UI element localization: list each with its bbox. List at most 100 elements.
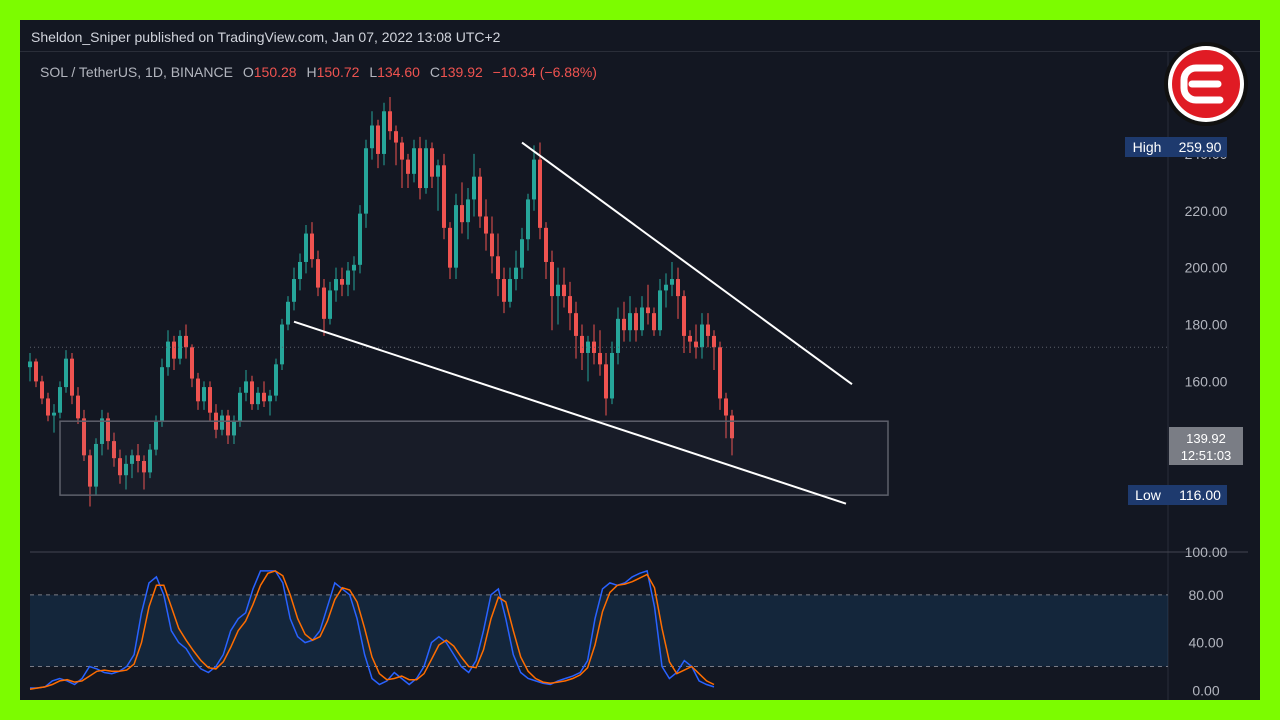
candle-body <box>580 335 584 353</box>
bar-countdown: 12:51:03 <box>1181 448 1232 463</box>
candle-body <box>544 227 548 262</box>
oscillator-axis[interactable]: 0.00 40.00 80.00 <box>1188 587 1223 699</box>
support-zone-box[interactable] <box>59 420 889 496</box>
candle-body <box>118 458 122 476</box>
candle-body <box>136 455 140 462</box>
trendline[interactable] <box>521 141 853 386</box>
candle-body <box>364 148 368 214</box>
candle-body <box>586 341 590 353</box>
low-badge-label: Low <box>1135 487 1162 503</box>
candle-body <box>436 165 440 177</box>
symbol-label[interactable]: SOL / TetherUS, 1D, BINANCE <box>40 64 233 80</box>
candle-body <box>670 279 674 285</box>
candle-body <box>424 148 428 189</box>
candle-body <box>310 233 314 260</box>
brand-logo <box>1164 42 1248 126</box>
candle-body <box>628 313 632 331</box>
candle-body <box>400 142 404 160</box>
candle-body <box>328 290 332 319</box>
candle-body <box>358 213 362 265</box>
candle-body <box>640 307 644 331</box>
candle-body <box>352 264 356 271</box>
price-tick-label: 220.00 <box>1185 203 1228 219</box>
price-tick-label: 100.00 <box>1185 544 1228 560</box>
candle-body <box>652 313 656 331</box>
high-badge-value-bg <box>1169 137 1227 157</box>
candle-body <box>178 335 182 359</box>
stoch-k-line <box>30 569 715 689</box>
low-key: L <box>369 64 378 80</box>
candle-body <box>466 199 470 223</box>
price-chart[interactable]: 100.00120.00140.00160.00180.00200.00220.… <box>20 20 1260 700</box>
high-badge-value: 259.90 <box>1179 139 1222 155</box>
candle-body <box>538 159 542 228</box>
candle-body <box>160 367 164 422</box>
candle-body <box>40 381 44 399</box>
candle-body <box>262 392 266 402</box>
last-price-badge-bg <box>1169 427 1243 465</box>
candle-body <box>322 287 326 319</box>
candle-body <box>694 341 698 348</box>
candle-body <box>184 335 188 348</box>
candle-body <box>274 364 278 396</box>
candle-body <box>196 378 200 402</box>
candle-body <box>664 284 668 291</box>
candle-body <box>370 125 374 149</box>
candle-body <box>556 284 560 297</box>
candle-body <box>460 205 464 223</box>
candle-body <box>106 418 110 442</box>
low-badge-value-bg <box>1169 485 1227 505</box>
candle-body <box>634 313 638 331</box>
candle-body <box>484 216 488 234</box>
candle-body <box>88 455 92 487</box>
candle-body <box>52 412 56 416</box>
candle-body <box>142 461 146 473</box>
candle-body <box>94 443 98 487</box>
close-key: C <box>429 64 440 80</box>
oscillator-tick-label: 80.00 <box>1188 587 1223 603</box>
candle-body <box>496 256 500 280</box>
high-badge: High 259.90 <box>1125 137 1227 157</box>
candle-body <box>238 392 242 422</box>
close-value: 139.92 <box>439 64 483 80</box>
price-tick-label: 180.00 <box>1185 317 1228 333</box>
high-badge-label-bg <box>1125 137 1169 157</box>
candle-body <box>34 361 38 382</box>
candle-body <box>346 270 350 285</box>
candles-layer <box>28 97 734 507</box>
candle-body <box>70 358 74 396</box>
candle-body <box>64 358 68 388</box>
candle-body <box>280 324 284 365</box>
trendline[interactable] <box>293 320 847 505</box>
publisher-caption: Sheldon_Sniper published on TradingView.… <box>31 29 501 45</box>
candle-body <box>256 392 260 405</box>
candle-body <box>562 284 566 297</box>
low-badge-value: 116.00 <box>1179 487 1221 503</box>
candle-body <box>598 352 602 365</box>
candle-body <box>58 387 62 413</box>
candle-body <box>46 398 50 416</box>
candle-body <box>232 421 236 436</box>
price-tick-label: 160.00 <box>1185 373 1228 389</box>
candle-body <box>298 261 302 280</box>
low-value: 134.60 <box>377 64 420 80</box>
candle-body <box>286 301 290 325</box>
candle-body <box>166 341 170 368</box>
candle-body <box>646 307 650 314</box>
candle-body <box>712 335 716 348</box>
drawings-layer <box>30 141 1168 505</box>
candle-body <box>124 463 128 476</box>
low-badge-label-bg <box>1128 485 1169 505</box>
candle-body <box>112 441 116 459</box>
candle-body <box>616 318 620 353</box>
candle-body <box>388 111 392 132</box>
candle-body <box>688 335 692 342</box>
candle-body <box>550 261 554 297</box>
candle-body <box>412 148 416 174</box>
candle-body <box>250 381 254 405</box>
stoch-d-line <box>29 570 715 690</box>
candle-body <box>394 131 398 143</box>
candle-body <box>418 148 422 189</box>
open-value: 150.28 <box>253 64 297 80</box>
high-key: H <box>306 64 317 80</box>
